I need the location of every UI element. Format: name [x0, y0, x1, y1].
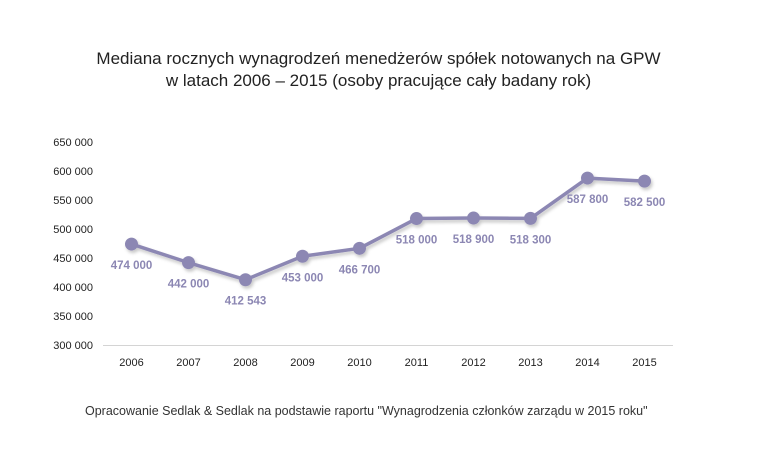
data-label: 453 000: [282, 272, 324, 284]
chart-title-line-1: Mediana rocznych wynagrodzeń menedżerów …: [96, 49, 661, 68]
x-tick-label: 2014: [575, 357, 599, 369]
source-note: Opracowanie Sedlak & Sedlak na podstawie…: [85, 404, 648, 418]
data-point: [467, 211, 480, 225]
data-label: 466 700: [339, 264, 381, 276]
y-tick-label: 450 000: [53, 253, 93, 265]
data-point: [524, 211, 537, 225]
data-point: [638, 174, 651, 188]
x-tick-label: 2015: [632, 357, 656, 369]
data-label: 518 300: [510, 234, 552, 246]
x-tick-label: 2011: [405, 357, 429, 369]
data-point: [410, 212, 423, 226]
y-tick-label: 300 000: [53, 340, 93, 352]
data-label: 518 000: [396, 235, 438, 247]
data-point: [296, 249, 309, 263]
y-tick-label: 650 000: [53, 137, 93, 149]
data-label: 587 800: [567, 194, 609, 206]
x-tick-label: 2013: [518, 357, 542, 369]
x-tick-label: 2010: [347, 357, 371, 369]
data-point: [581, 171, 594, 185]
y-tick-label: 350 000: [53, 311, 93, 323]
chart-title: Mediana rocznych wynagrodzeń menedżerów …: [0, 48, 757, 92]
data-label: 442 000: [168, 279, 210, 291]
x-tick-label: 2007: [176, 357, 200, 369]
data-point: [182, 256, 195, 270]
x-tick-label: 2012: [461, 357, 485, 369]
data-point: [239, 273, 252, 287]
chart-title-line-2: w latach 2006 – 2015 (osoby pracujące ca…: [165, 71, 592, 90]
data-label: 518 900: [453, 234, 495, 246]
data-label-layer: 474 000 442 000 412 543 453 000 466 700 518 0…: [111, 194, 666, 308]
x-tick-label: 2008: [233, 357, 257, 369]
y-tick-label: 500 000: [53, 224, 93, 236]
data-label: 474 000: [111, 260, 153, 272]
y-tick-label: 400 000: [53, 282, 93, 294]
x-tick-label: 2006: [119, 357, 143, 369]
line-chart: 300 000 350 000 400 000 450 000 500 000 550 0…: [53, 137, 673, 369]
series-line: [129, 176, 647, 282]
y-tick-label: 600 000: [53, 166, 93, 178]
x-axis: 2006 2007 2008 2009 2010 2011 2012 2013 2014 2015: [119, 357, 656, 369]
y-axis: 300 000 350 000 400 000 450 000 500 000 550 0…: [53, 137, 93, 352]
data-point: [125, 237, 138, 251]
y-tick-label: 550 000: [53, 195, 93, 207]
data-label: 412 543: [225, 296, 267, 308]
data-label: 582 500: [624, 197, 666, 209]
x-tick-label: 2009: [290, 357, 314, 369]
series-layer: [125, 171, 651, 287]
data-point: [353, 241, 366, 255]
